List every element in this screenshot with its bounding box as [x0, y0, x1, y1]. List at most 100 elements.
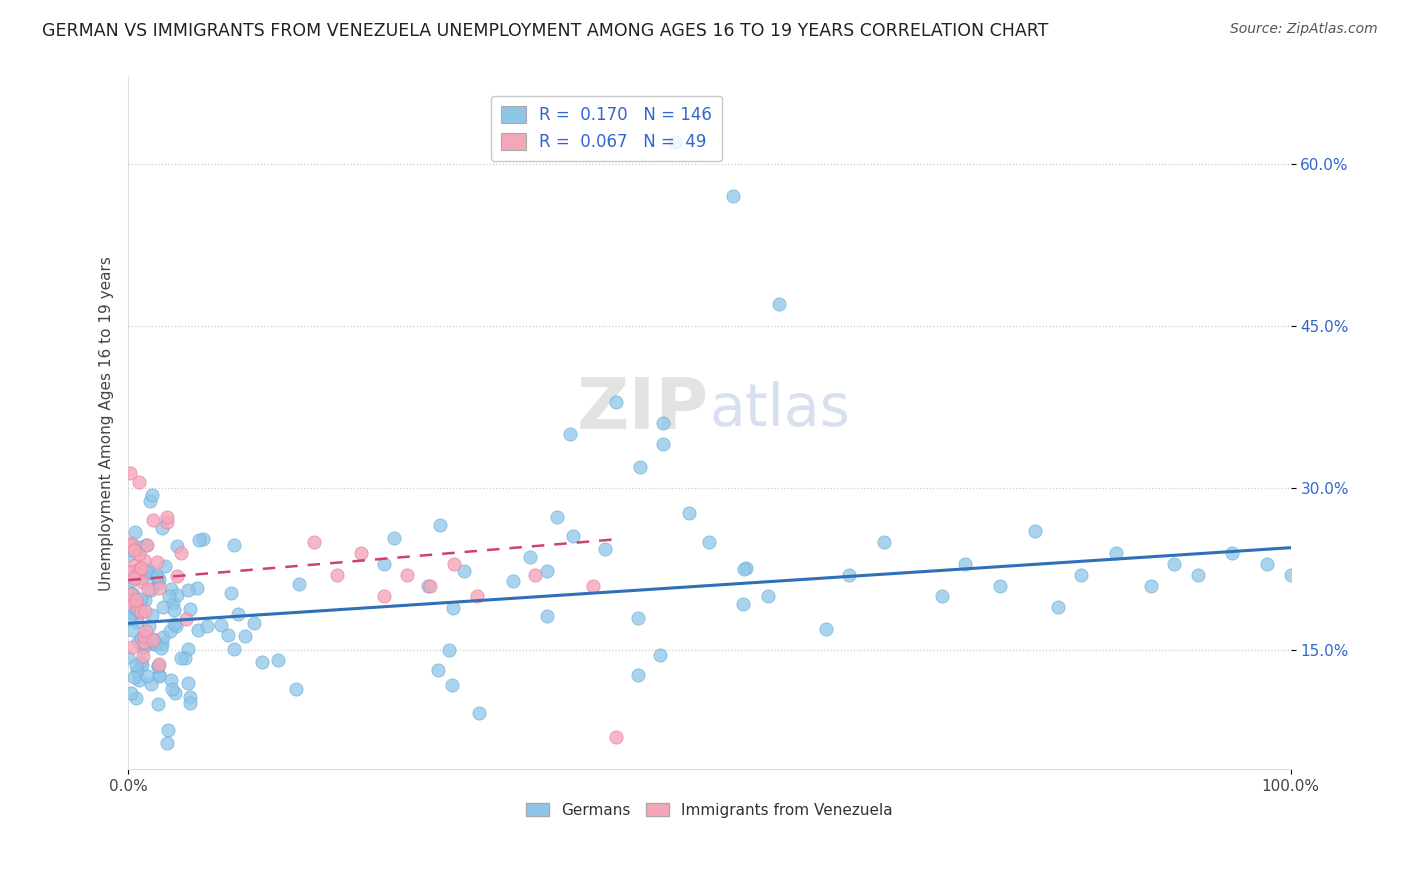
Point [139, 582, 162, 597]
Point [132, 648, 155, 663]
Point [166, 539, 188, 553]
Point [120, 565, 142, 579]
Point [131, 641, 153, 656]
Point [678, 506, 700, 520]
Point [443, 557, 465, 571]
Point [136, 582, 159, 596]
Point [134, 635, 156, 649]
Point [139, 494, 162, 508]
Point [1163, 557, 1185, 571]
Point [135, 669, 157, 683]
Point [118, 569, 141, 583]
Point [131, 571, 153, 585]
Point [127, 563, 149, 577]
Point [131, 574, 153, 589]
Point [243, 616, 266, 631]
Point [437, 642, 460, 657]
Point [125, 615, 148, 630]
Point [148, 667, 170, 681]
Point [148, 657, 170, 672]
Point [163, 616, 186, 631]
Point [150, 637, 173, 651]
Point [768, 297, 790, 311]
Point [145, 569, 167, 583]
Point [141, 608, 163, 623]
Point [118, 542, 141, 557]
Text: GERMAN VS IMMIGRANTS FROM VENEZUELA UNEMPLOYMENT AMONG AGES 16 TO 19 YEARS CORRE: GERMAN VS IMMIGRANTS FROM VENEZUELA UNEM… [42, 22, 1049, 40]
Point [120, 538, 142, 552]
Point [128, 563, 150, 577]
Point [135, 565, 157, 579]
Point [142, 632, 165, 647]
Point [120, 592, 142, 607]
Point [733, 562, 755, 576]
Point [124, 543, 146, 558]
Point [1105, 546, 1128, 560]
Point [138, 619, 160, 633]
Point [627, 668, 650, 682]
Point [519, 549, 541, 564]
Point [156, 736, 179, 750]
Point [1222, 546, 1244, 560]
Point [177, 582, 200, 597]
Point [219, 586, 242, 600]
Point [382, 531, 405, 545]
Point [226, 607, 249, 621]
Point [152, 599, 174, 614]
Point [129, 605, 152, 619]
Text: ZIP: ZIP [578, 375, 710, 444]
Point [129, 566, 152, 580]
Point [453, 564, 475, 578]
Point [124, 670, 146, 684]
Point [156, 515, 179, 529]
Point [582, 578, 605, 592]
Point [502, 574, 524, 588]
Point [426, 663, 449, 677]
Point [756, 590, 779, 604]
Point [125, 691, 148, 706]
Point [731, 597, 754, 611]
Point [150, 521, 173, 535]
Point [373, 590, 395, 604]
Point [148, 668, 170, 682]
Point [129, 655, 152, 669]
Point [162, 603, 184, 617]
Point [1279, 567, 1302, 582]
Point [128, 599, 150, 614]
Point [734, 561, 756, 575]
Point [152, 630, 174, 644]
Point [128, 547, 150, 561]
Point [160, 681, 183, 696]
Point [120, 536, 142, 550]
Point [124, 524, 146, 539]
Point [128, 673, 150, 687]
Point [121, 640, 143, 654]
Point [134, 638, 156, 652]
Point [284, 681, 307, 696]
Point [141, 488, 163, 502]
Point [176, 612, 198, 626]
Point [416, 579, 439, 593]
Point [128, 475, 150, 489]
Point [187, 624, 209, 638]
Point [124, 558, 146, 572]
Point [1140, 578, 1163, 592]
Point [177, 642, 200, 657]
Point [127, 635, 149, 649]
Point [191, 532, 214, 546]
Point [150, 640, 173, 655]
Point [170, 651, 193, 665]
Point [250, 655, 273, 669]
Point [159, 582, 181, 596]
Point [134, 630, 156, 644]
Point [117, 650, 139, 665]
Point [468, 706, 491, 720]
Point [120, 466, 142, 480]
Point [195, 619, 218, 633]
Point [157, 723, 180, 737]
Point [120, 587, 142, 601]
Point [141, 677, 163, 691]
Point [170, 546, 193, 560]
Point [166, 568, 188, 582]
Point [988, 578, 1011, 592]
